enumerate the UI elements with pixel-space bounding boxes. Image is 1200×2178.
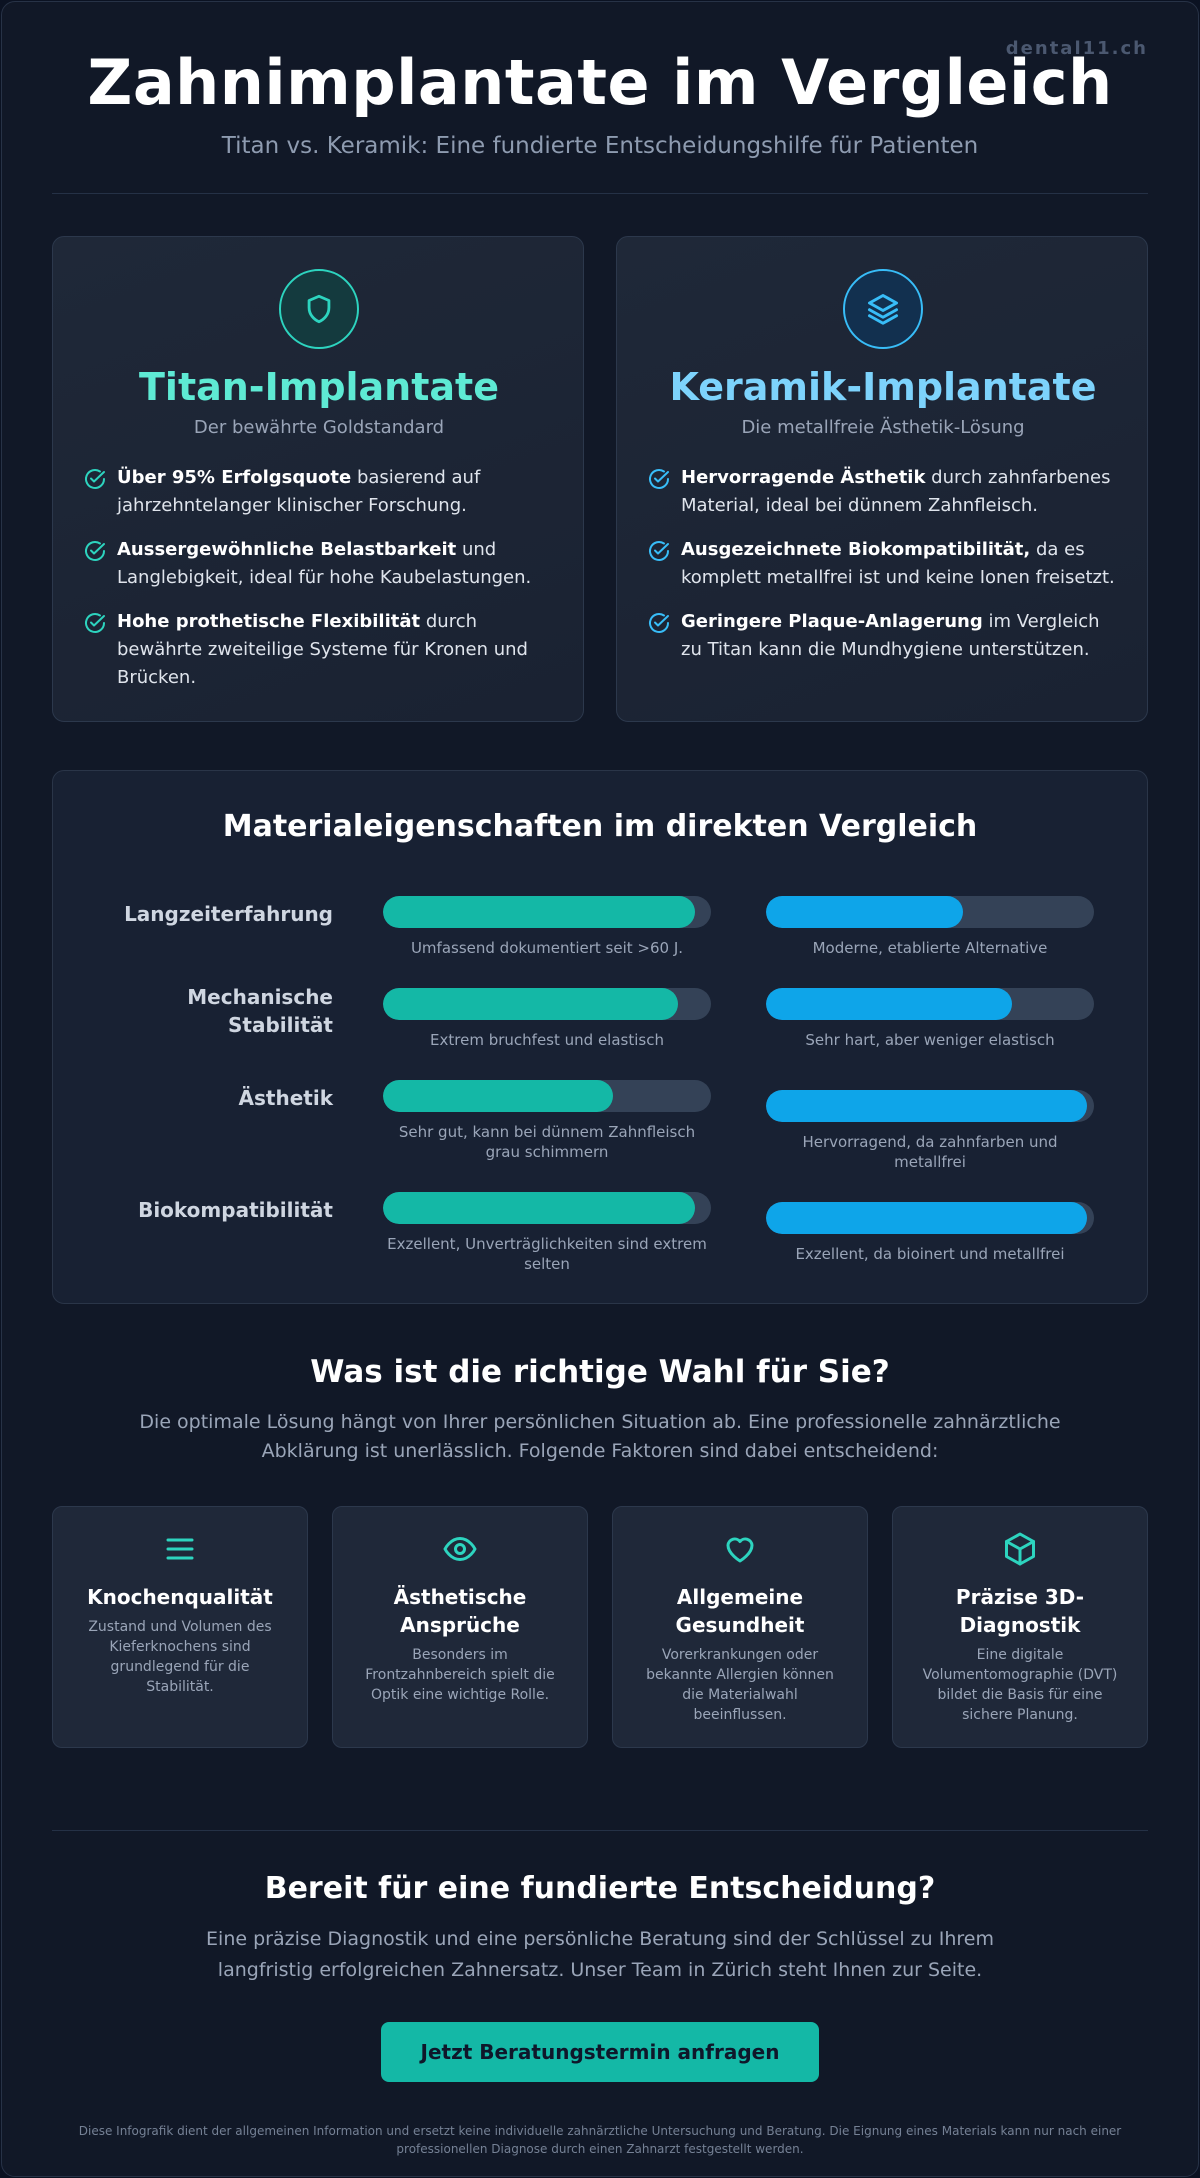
page-title: Zahnimplantate im Vergleich (87, 46, 1113, 119)
choice-intro: Die optimale Lösung hängt von Ihrer pers… (139, 1411, 1061, 1462)
ceramic-note: Exzellent, da bioinert und metallfrei (795, 1245, 1065, 1263)
list-item: Aussergewöhnliche Belastbarkeit und Lang… (83, 536, 555, 592)
factor-title: Präzise 3D-Diagnostik (955, 1585, 1085, 1637)
titan-progress-bar (383, 1080, 711, 1112)
titan-card: Titan-Implantate Der bewährte Goldstanda… (52, 236, 584, 722)
page-subtitle: Titan vs. Keramik: Eine fundierte Entsch… (221, 133, 979, 159)
ceramic-note: Sehr hart, aber weniger elastisch (805, 1031, 1055, 1049)
divider (52, 193, 1148, 194)
ceramic-progress-bar (766, 1202, 1094, 1234)
factor-card-diagnostics: Präzise 3D-Diagnostik Eine digitale Volu… (892, 1506, 1148, 1748)
comparison-rows: Langzeiterfahrung Umfassend dokumentiert … (53, 844, 1147, 1273)
check-circle-icon (83, 464, 117, 520)
titan-progress-bar (383, 1192, 711, 1224)
titan-tagline: Der bewährte Goldstandard (193, 417, 445, 438)
heart-icon (635, 1531, 845, 1571)
titan-title: Titan-Implantate (139, 365, 499, 409)
cube-icon (915, 1531, 1125, 1571)
list-item: Über 95% Erfolgsquote basierend auf jahr… (83, 464, 555, 520)
check-circle-icon (647, 464, 681, 520)
ceramic-progress-fill (766, 1202, 1088, 1234)
ceramic-points: Hervorragende Ästhetik durch zahnfarbene… (647, 464, 1119, 664)
factor-text: Zustand und Volumen des Kieferknochens s… (88, 1619, 272, 1695)
shield-icon (279, 269, 359, 349)
list-item: Hohe prothetische Flexibilität durch bew… (83, 608, 555, 692)
ceramic-card: Keramik-Implantate Die metallfreie Ästhe… (616, 236, 1148, 722)
layers-icon (843, 269, 923, 349)
ceramic-progress-fill (766, 896, 963, 928)
titan-progress-fill (383, 896, 695, 928)
comparison-label: Ästhetik (238, 1086, 333, 1110)
divider (52, 1830, 1148, 1831)
disclaimer: Diese Infografik dient der allgemeinen I… (78, 2124, 1122, 2156)
cta-section: Bereit für eine fundierte Entscheidung? … (2, 1871, 1198, 2082)
titan-progress-fill (383, 1080, 613, 1112)
factor-title: Knochenqualität (87, 1585, 273, 1609)
check-circle-icon (647, 608, 681, 664)
factor-card-bone: Knochenqualität Zustand und Volumen des … (52, 1506, 308, 1748)
ceramic-note: Hervorragend, da zahnfarben und metallfr… (802, 1133, 1058, 1171)
list-item: Geringere Plaque-Anlagerung im Vergleich… (647, 608, 1119, 664)
factor-cards: Knochenqualität Zustand und Volumen des … (52, 1506, 1148, 1748)
check-circle-icon (83, 608, 117, 692)
hero-header: Zahnimplantate im Vergleich Titan vs. Ke… (2, 2, 1198, 159)
titan-progress-bar (383, 988, 711, 1020)
titan-note: Extrem bruchfest und elastisch (430, 1031, 664, 1049)
titan-points: Über 95% Erfolgsquote basierend auf jahr… (83, 464, 555, 692)
titan-progress-bar (383, 896, 711, 928)
titan-progress-fill (383, 1192, 695, 1224)
comparison-label: Biokompatibilität (138, 1198, 333, 1222)
ceramic-progress-fill (766, 988, 1012, 1020)
factor-card-aesthetics: Ästhetische Ansprüche Besonders im Front… (332, 1506, 588, 1748)
comparison-title: Materialeigenschaften im direkten Vergle… (222, 809, 978, 844)
cta-text: Eine präzise Diagnostik und eine persönl… (206, 1928, 994, 1981)
ceramic-progress-bar (766, 896, 1094, 928)
ceramic-tagline: Die metallfreie Ästhetik-Lösung (741, 417, 1025, 438)
comparison-label: Mechanische Stabilität (187, 985, 333, 1037)
ceramic-progress-bar (766, 988, 1094, 1020)
factor-text: Vorerkrankungen oder bekannte Allergien … (646, 1647, 834, 1723)
ceramic-note: Moderne, etablierte Alternative (812, 939, 1048, 957)
factor-card-health: Allgemeine Gesundheit Vorerkrankungen od… (612, 1506, 868, 1748)
choice-title: Was ist die richtige Wahl für Sie? (310, 1354, 890, 1390)
choice-section: Was ist die richtige Wahl für Sie? Die o… (2, 1354, 1198, 1466)
ceramic-progress-fill (766, 1090, 1088, 1122)
titan-note: Umfassend dokumentiert seit >60 J. (410, 939, 684, 957)
brand-logo-text[interactable]: dental11.ch (1005, 38, 1148, 59)
ceramic-title: Keramik-Implantate (669, 365, 1097, 409)
factor-text: Eine digitale Volumentomographie (DVT) b… (922, 1647, 1118, 1723)
cta-title: Bereit für eine fundierte Entscheidung? (264, 1871, 936, 1906)
factor-title: Allgemeine Gesundheit (675, 1585, 805, 1637)
factor-text: Besonders im Frontzahnbereich spielt die… (365, 1647, 555, 1703)
check-circle-icon (647, 536, 681, 592)
material-cards: Titan-Implantate Der bewährte Goldstanda… (52, 236, 1148, 722)
titan-progress-fill (383, 988, 679, 1020)
titan-note: Exzellent, Unverträglichkeiten sind extr… (387, 1235, 707, 1273)
appointment-request-button[interactable]: Jetzt Beratungstermin anfragen (381, 2022, 819, 2082)
check-circle-icon (83, 536, 117, 592)
comparison-panel: Materialeigenschaften im direkten Vergle… (52, 770, 1148, 1304)
menu-lines-icon (75, 1531, 285, 1571)
list-item: Hervorragende Ästhetik durch zahnfarbene… (647, 464, 1119, 520)
ceramic-progress-bar (766, 1090, 1094, 1122)
comparison-label: Langzeiterfahrung (124, 902, 333, 926)
eye-icon (355, 1531, 565, 1571)
titan-note: Sehr gut, kann bei dünnem Zahnfleisch gr… (398, 1123, 696, 1161)
factor-title: Ästhetische Ansprüche (393, 1585, 527, 1637)
list-item: Ausgezeichnete Biokompatibilität, da es … (647, 536, 1119, 592)
